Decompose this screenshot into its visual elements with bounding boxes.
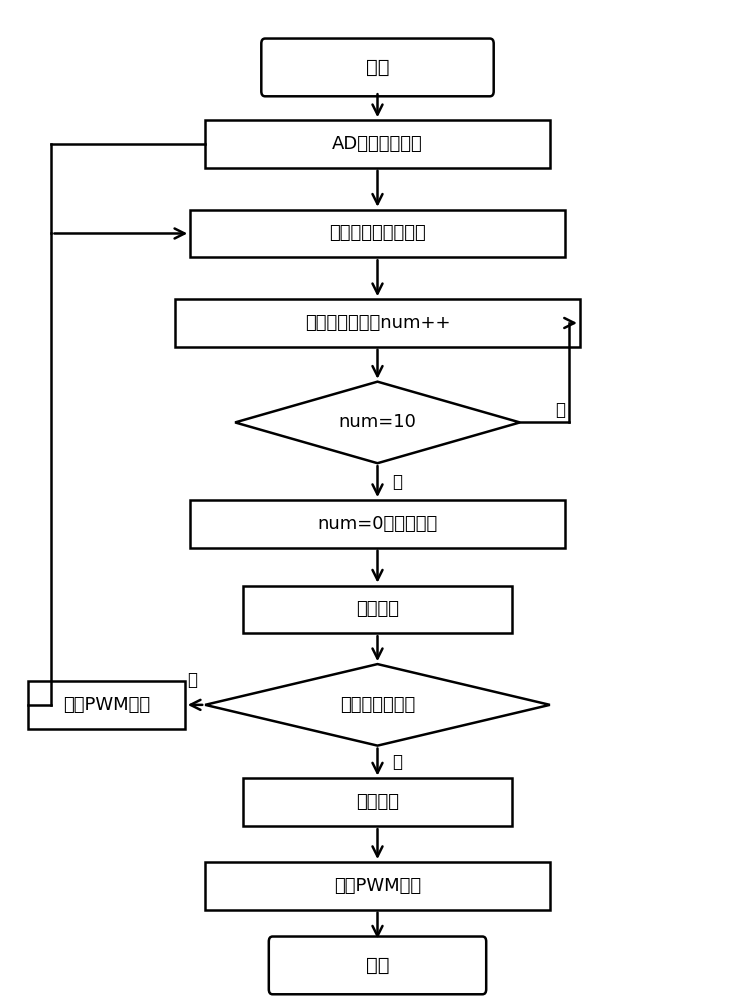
- Text: 检测电压电流，num++: 检测电压电流，num++: [305, 314, 450, 332]
- Text: AD、串口初始化: AD、串口初始化: [332, 135, 423, 153]
- Bar: [205, 120, 550, 168]
- Text: 否: 否: [555, 401, 565, 420]
- Text: 结束: 结束: [365, 956, 390, 975]
- Polygon shape: [235, 382, 520, 463]
- Text: 是: 是: [393, 753, 402, 771]
- Text: 开始: 开始: [365, 58, 390, 77]
- Text: 否: 否: [188, 671, 198, 689]
- FancyBboxPatch shape: [269, 937, 486, 994]
- Bar: [175, 299, 580, 347]
- Bar: [190, 210, 565, 257]
- Bar: [205, 862, 550, 910]
- Bar: [242, 586, 513, 633]
- Text: 停止PWM输出: 停止PWM输出: [334, 877, 421, 895]
- Text: num=10: num=10: [338, 413, 417, 431]
- Text: 是: 是: [393, 473, 402, 491]
- Text: 使考PWM输出: 使考PWM输出: [63, 696, 149, 714]
- Text: 接收数据，发送应答: 接收数据，发送应答: [329, 224, 426, 242]
- Text: 是否有故障出现: 是否有故障出现: [340, 696, 415, 714]
- Bar: [242, 778, 513, 826]
- Text: 计算频率: 计算频率: [356, 600, 399, 618]
- Text: 故障处理: 故障处理: [356, 793, 399, 811]
- FancyBboxPatch shape: [261, 39, 494, 96]
- Bar: [190, 500, 565, 548]
- Text: num=0，数据处理: num=0，数据处理: [317, 515, 438, 533]
- Polygon shape: [205, 664, 550, 746]
- Bar: [27, 681, 185, 729]
